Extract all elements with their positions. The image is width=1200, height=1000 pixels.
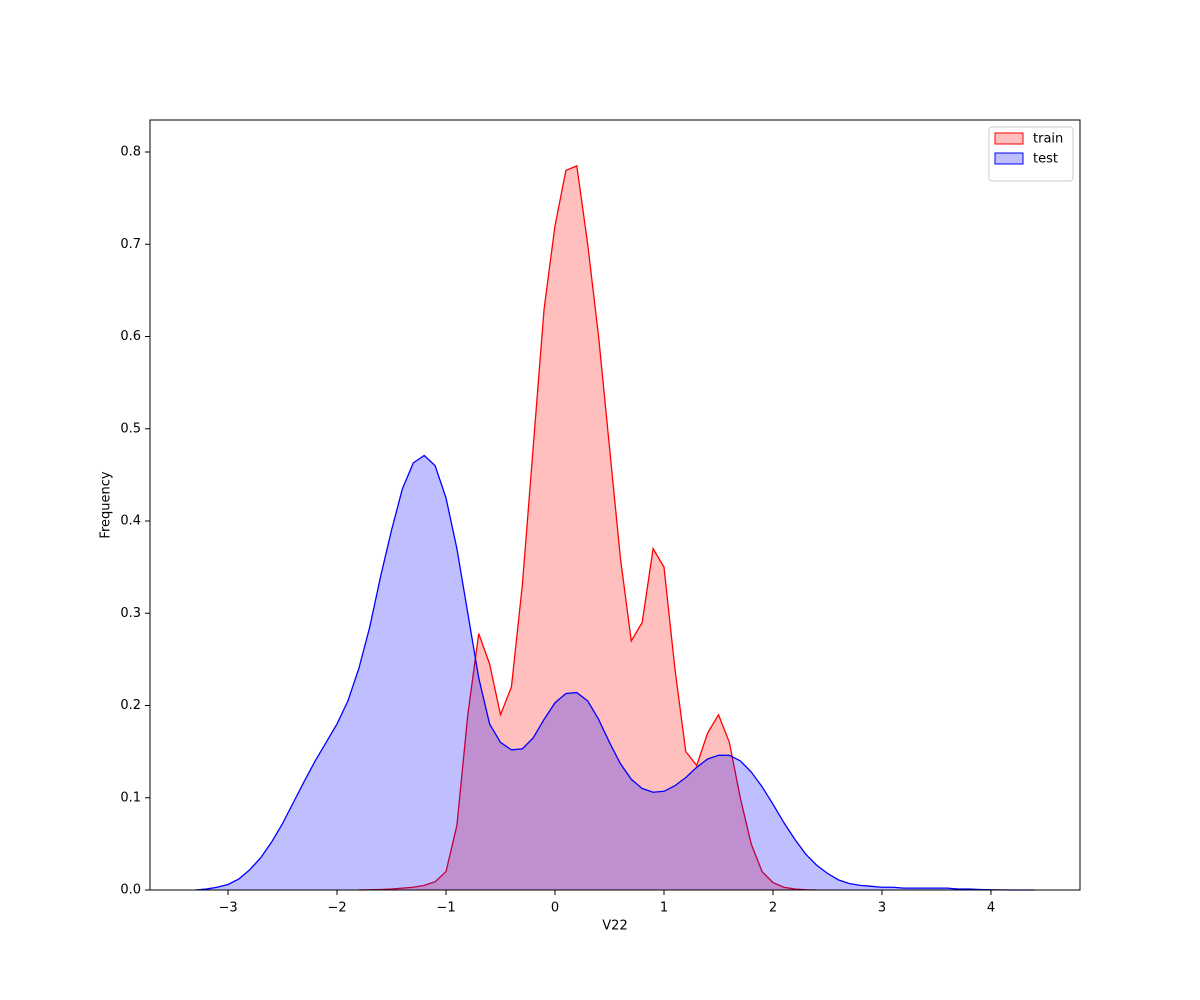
y-axis-label: Frequency [99, 471, 114, 538]
x-tick-label: 2 [769, 901, 777, 916]
y-tick-label: 0.0 [120, 883, 141, 898]
plot-frame [149, 119, 1081, 891]
area-line [358, 164, 817, 891]
y-tick-label: 0.8 [120, 145, 141, 160]
area-fill [195, 455, 1035, 890]
legend-label: test [1033, 152, 1058, 167]
legend-label: train [1033, 132, 1063, 147]
y-tick-label: 0.5 [120, 421, 141, 436]
x-tick-label: 0 [551, 901, 559, 916]
y-tick-label: 0.6 [120, 329, 141, 344]
y-tick-label: 0.1 [120, 790, 141, 805]
x-tick-label: 4 [987, 901, 995, 916]
y-tick-label: 0.4 [120, 514, 141, 529]
y-tick-label: 0.7 [120, 237, 141, 252]
x-tick-label: 3 [878, 901, 886, 916]
area-line [195, 454, 1035, 891]
x-tick-label: −1 [436, 901, 455, 916]
y-tick-label: 0.3 [120, 606, 141, 621]
y-tick-label: 0.2 [120, 698, 141, 713]
x-axis-label: V22 [602, 919, 627, 934]
legend-swatch [994, 152, 1024, 165]
legend-swatch [994, 132, 1024, 145]
area-fill [358, 165, 817, 891]
legend-box [988, 126, 1074, 182]
x-tick-label: −3 [218, 901, 237, 916]
x-tick-label: 1 [660, 901, 668, 916]
x-tick-label: −2 [327, 901, 346, 916]
